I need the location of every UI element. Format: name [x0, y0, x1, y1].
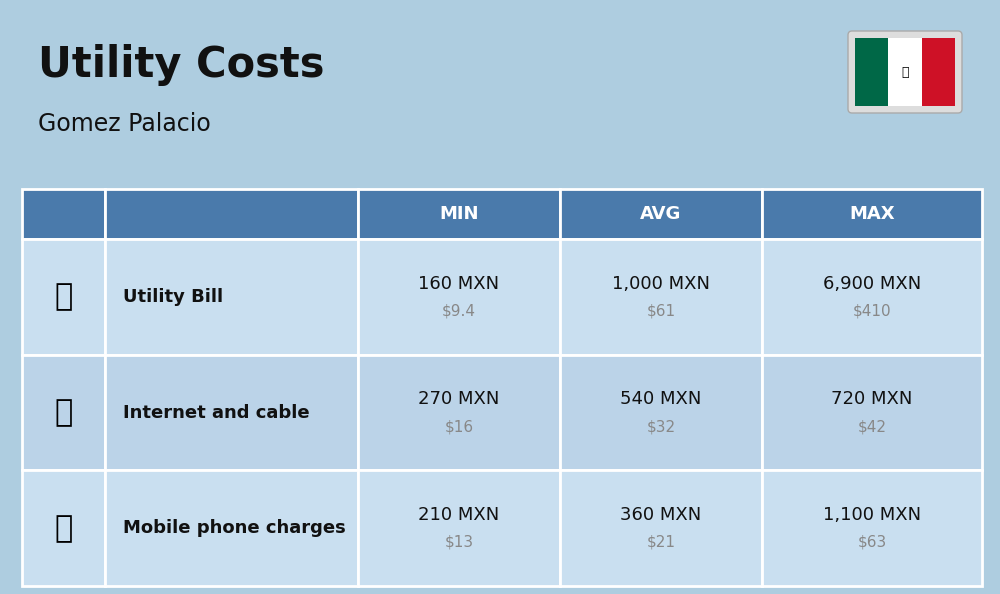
Text: 540 MXN: 540 MXN: [620, 390, 702, 409]
FancyBboxPatch shape: [560, 189, 762, 239]
Text: $42: $42: [858, 419, 887, 434]
FancyBboxPatch shape: [848, 31, 962, 113]
FancyBboxPatch shape: [22, 470, 105, 586]
Text: $16: $16: [444, 419, 474, 434]
Text: 160 MXN: 160 MXN: [418, 275, 500, 293]
Text: 1,000 MXN: 1,000 MXN: [612, 275, 710, 293]
Text: $13: $13: [444, 535, 474, 549]
Text: MIN: MIN: [439, 205, 479, 223]
FancyBboxPatch shape: [22, 355, 105, 470]
FancyBboxPatch shape: [762, 239, 982, 355]
FancyBboxPatch shape: [762, 355, 982, 470]
Text: Utility Costs: Utility Costs: [38, 44, 324, 86]
FancyBboxPatch shape: [888, 38, 922, 106]
Text: $32: $32: [646, 419, 676, 434]
Text: $21: $21: [646, 535, 676, 549]
FancyBboxPatch shape: [105, 239, 358, 355]
FancyBboxPatch shape: [105, 189, 358, 239]
Text: MAX: MAX: [849, 205, 895, 223]
Text: 📱: 📱: [54, 514, 73, 543]
FancyBboxPatch shape: [762, 189, 982, 239]
Text: 210 MXN: 210 MXN: [418, 506, 500, 524]
Text: AVG: AVG: [640, 205, 682, 223]
Text: Mobile phone charges: Mobile phone charges: [123, 519, 346, 537]
FancyBboxPatch shape: [22, 189, 105, 239]
FancyBboxPatch shape: [855, 38, 888, 106]
Text: 720 MXN: 720 MXN: [831, 390, 913, 409]
FancyBboxPatch shape: [358, 470, 560, 586]
FancyBboxPatch shape: [105, 355, 358, 470]
FancyBboxPatch shape: [358, 189, 560, 239]
FancyBboxPatch shape: [560, 239, 762, 355]
Text: $63: $63: [857, 535, 887, 549]
Text: Internet and cable: Internet and cable: [123, 403, 310, 422]
FancyBboxPatch shape: [105, 470, 358, 586]
Text: $61: $61: [646, 304, 676, 318]
FancyBboxPatch shape: [762, 470, 982, 586]
Text: $410: $410: [853, 304, 891, 318]
Text: $9.4: $9.4: [442, 304, 476, 318]
Text: 270 MXN: 270 MXN: [418, 390, 500, 409]
FancyBboxPatch shape: [22, 239, 105, 355]
FancyBboxPatch shape: [560, 470, 762, 586]
FancyBboxPatch shape: [922, 38, 955, 106]
Text: 📶: 📶: [54, 398, 73, 427]
Text: 6,900 MXN: 6,900 MXN: [823, 275, 921, 293]
Text: 1,100 MXN: 1,100 MXN: [823, 506, 921, 524]
Text: 360 MXN: 360 MXN: [620, 506, 702, 524]
Text: Utility Bill: Utility Bill: [123, 288, 223, 306]
Text: Gomez Palacio: Gomez Palacio: [38, 112, 211, 136]
Text: 🔌: 🔌: [54, 282, 73, 311]
FancyBboxPatch shape: [358, 355, 560, 470]
FancyBboxPatch shape: [358, 239, 560, 355]
Text: 🦅: 🦅: [901, 65, 909, 78]
FancyBboxPatch shape: [560, 355, 762, 470]
